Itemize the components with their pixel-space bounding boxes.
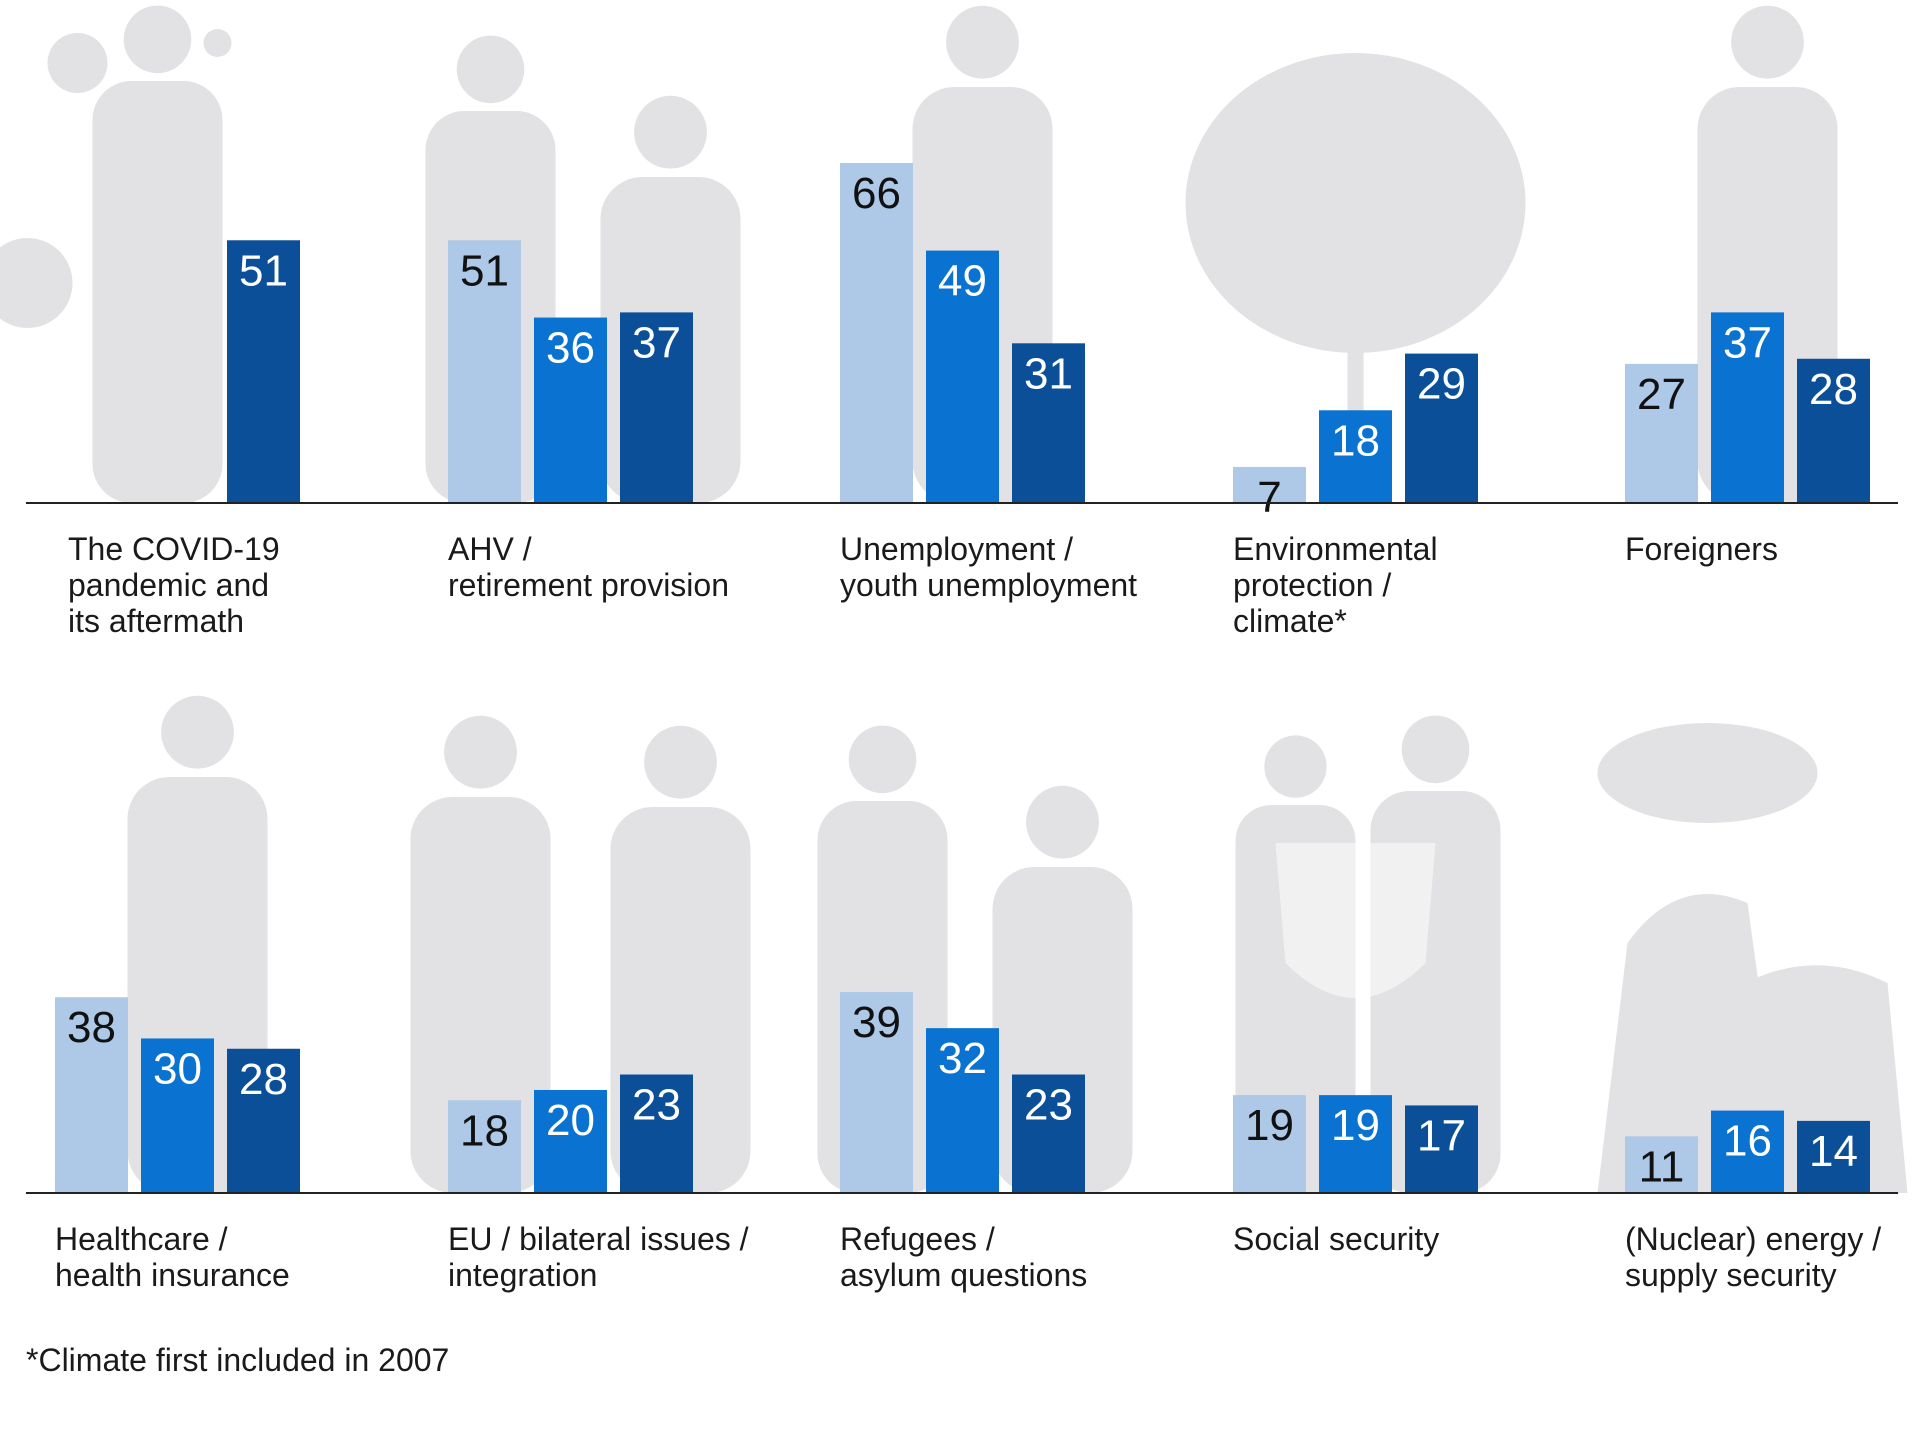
bar-value-label: 20 (546, 1096, 595, 1145)
bar-value-label: 27 (1637, 370, 1686, 419)
bar-value-label: 7 (1257, 473, 1281, 522)
bar-value-label: 39 (852, 998, 901, 1047)
panel-labels: The COVID-19 pandemic and its aftermath AHV… (55, 531, 1881, 1293)
bar (840, 992, 913, 1193)
bar-value-label: 51 (239, 246, 288, 295)
bar (926, 1028, 999, 1193)
bar (534, 1089, 607, 1193)
panel-label: Environmental protection / climate* (1233, 531, 1438, 639)
baselines (26, 502, 1898, 1194)
bar (534, 317, 607, 503)
bar (840, 163, 913, 503)
bar (1233, 466, 1306, 503)
bar (1319, 1095, 1392, 1193)
panel-label: EU / bilateral issues / integration (448, 1221, 749, 1293)
doctor-mask-virus-icon (0, 5, 232, 503)
bar-value-label: 18 (1331, 416, 1380, 465)
bar (227, 1048, 300, 1193)
bar-value-label: 49 (938, 257, 987, 306)
bar-value-label: 37 (632, 318, 681, 367)
panel-label: Refugees / asylum questions (840, 1221, 1087, 1293)
bar (1012, 343, 1085, 503)
panel-label: Foreigners (1625, 531, 1778, 567)
bar (1625, 1136, 1698, 1193)
bar-value-label: 37 (1723, 318, 1772, 367)
bar (55, 997, 128, 1193)
bar (141, 1038, 214, 1193)
bar-value-label: 17 (1417, 1111, 1466, 1160)
bar-value-label: 19 (1331, 1101, 1380, 1150)
bar-value-label: 38 (67, 1003, 116, 1052)
bar (448, 240, 521, 504)
bar (1319, 410, 1392, 503)
bar-value-label: 28 (1809, 365, 1858, 414)
bar-value-label: 28 (239, 1055, 288, 1104)
bar (1233, 1095, 1306, 1193)
footnote: *Climate first included in 2007 (26, 1342, 449, 1378)
bar-value-label: 19 (1245, 1101, 1294, 1150)
bar (620, 312, 693, 503)
panel-label: The COVID-19 pandemic and its aftermath (68, 531, 280, 639)
panel-label: Unemployment / youth unemployment (840, 531, 1137, 603)
bar-value-label: 14 (1809, 1127, 1858, 1176)
bar (448, 1100, 521, 1193)
bar (1711, 1110, 1784, 1193)
bar (1405, 1105, 1478, 1193)
bar-value-label: 66 (852, 169, 901, 218)
bar (1797, 1120, 1870, 1193)
bar (1711, 312, 1784, 503)
bar-value-label: 30 (153, 1044, 202, 1093)
bars: 51 51 36 37 66 49 31 7 18 29 27 37 28 38 30 28 18 20 23 39 3… (55, 163, 1870, 1193)
panel-label: Social security (1233, 1221, 1439, 1257)
bar (227, 240, 300, 504)
panel-label: (Nuclear) energy / supply security (1625, 1221, 1881, 1293)
bar (1625, 363, 1698, 503)
bar-value-label: 23 (632, 1081, 681, 1130)
bar-value-label: 29 (1417, 360, 1466, 409)
bar (926, 250, 999, 503)
bar-value-label: 51 (460, 246, 509, 295)
bar (1405, 353, 1478, 503)
bar (1797, 358, 1870, 503)
bar-value-label: 18 (460, 1106, 509, 1155)
bar-value-label: 11 (1639, 1142, 1685, 1191)
panel-label: AHV / retirement provision (448, 531, 729, 603)
bar-value-label: 23 (1024, 1081, 1073, 1130)
bar-value-label: 31 (1024, 349, 1073, 398)
bar (1012, 1074, 1085, 1193)
bar-value-label: 32 (938, 1034, 987, 1083)
bar (620, 1074, 693, 1193)
panel-label: Healthcare / health insurance (55, 1221, 290, 1293)
bar-value-label: 36 (546, 324, 595, 373)
bar-value-label: 16 (1723, 1117, 1772, 1166)
